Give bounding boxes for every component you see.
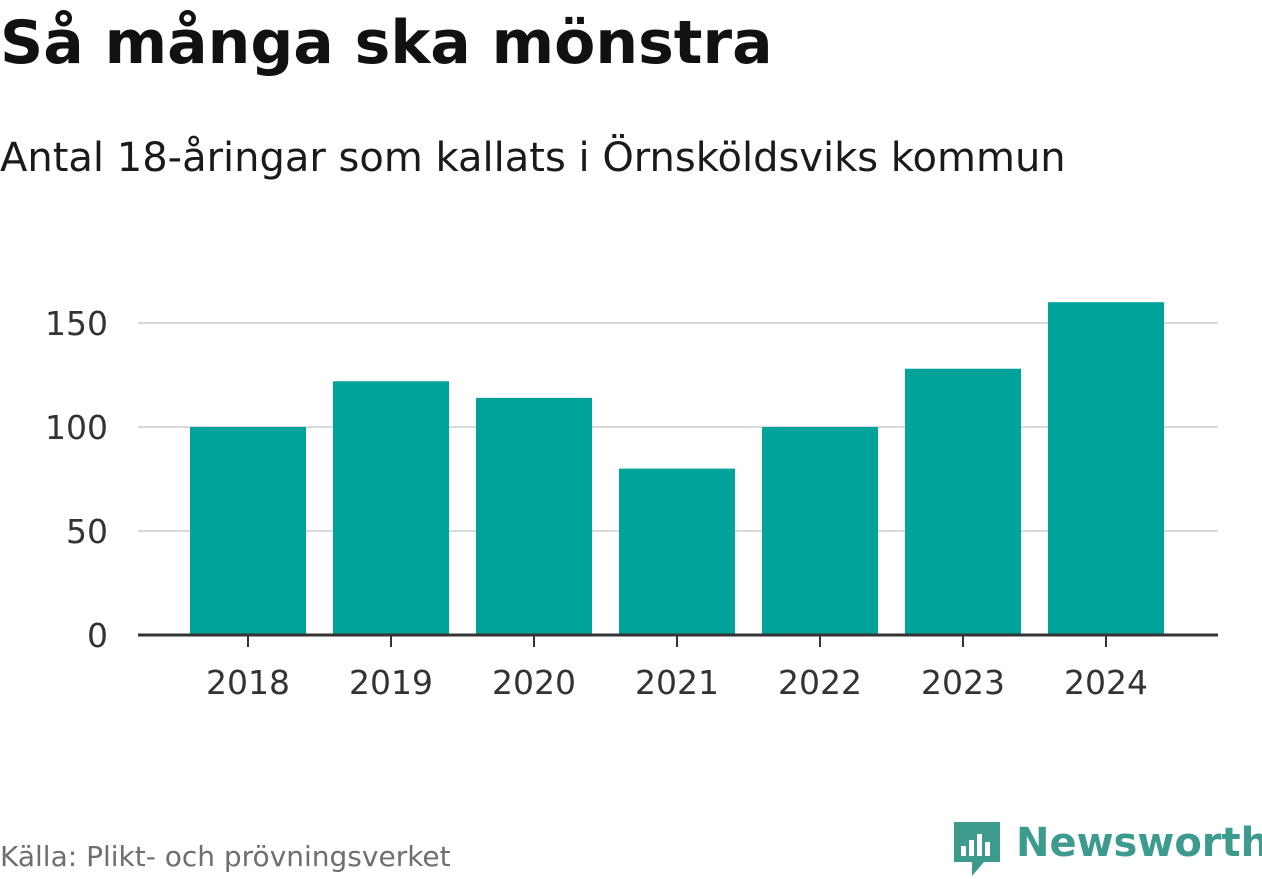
x-tick-label: 2018 (206, 663, 290, 702)
y-tick-label: 0 (87, 616, 108, 655)
y-tick-label: 50 (66, 512, 108, 551)
x-tick-label: 2019 (349, 663, 433, 702)
chart-title: Så många ska mönstra (0, 8, 773, 78)
brand-logo[interactable]: Newsworthy (950, 818, 1262, 878)
bar (619, 468, 735, 635)
bar (762, 427, 878, 635)
y-tick-label: 100 (45, 408, 108, 447)
brand-name: Newsworthy (1016, 820, 1262, 866)
newsworthy-logo-icon (954, 822, 1000, 876)
x-tick-label: 2023 (921, 663, 1005, 702)
x-tick-label: 2022 (778, 663, 862, 702)
x-tick-label: 2020 (492, 663, 576, 702)
bar (190, 427, 306, 635)
bar (333, 381, 449, 635)
bar (1048, 302, 1164, 635)
bar (905, 368, 1021, 635)
bar (476, 397, 592, 635)
x-tick-label: 2021 (635, 663, 719, 702)
source-note: Källa: Plikt- och prövningsverket (0, 840, 451, 873)
y-tick-label: 150 (45, 304, 108, 343)
chart-subtitle: Antal 18-åringar som kallats i Örnskölds… (0, 135, 1066, 181)
x-tick-label: 2024 (1064, 663, 1148, 702)
